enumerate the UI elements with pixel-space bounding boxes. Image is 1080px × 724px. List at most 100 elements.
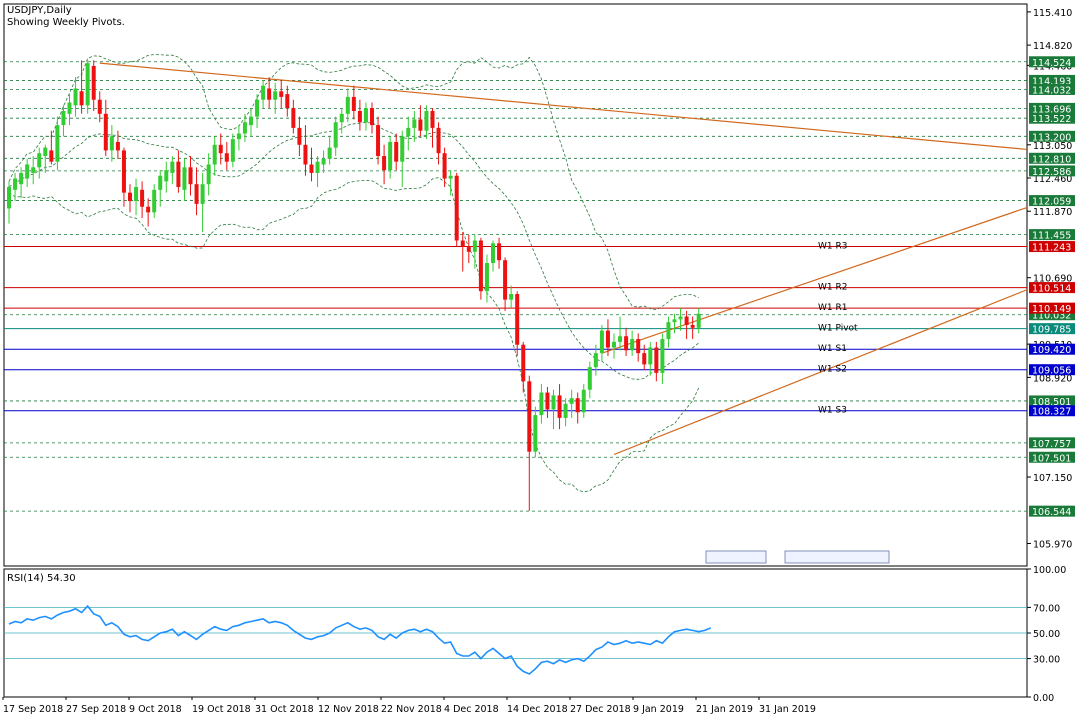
bb-upper — [8, 54, 699, 311]
trend-line-upper — [99, 62, 1028, 151]
price-tag — [1029, 152, 1075, 164]
candle-body — [400, 136, 405, 162]
candle-body — [497, 243, 502, 261]
candle-body — [7, 187, 11, 209]
candle-body — [424, 110, 429, 131]
candle-body — [158, 175, 163, 190]
price-tag — [1029, 229, 1075, 241]
price-tag — [1029, 505, 1075, 517]
candle-body — [206, 164, 211, 185]
candle-body — [97, 99, 102, 114]
candle-body — [176, 161, 181, 188]
x-tick-label: 31 Oct 2018 — [255, 704, 314, 715]
candle-body — [394, 141, 399, 162]
candle-body — [182, 167, 187, 190]
candle-body — [624, 336, 629, 351]
price-tag-label: 108.501 — [1032, 397, 1071, 408]
candle-body — [79, 91, 84, 106]
candle-body — [291, 108, 296, 128]
candle-body — [370, 108, 374, 126]
rsi-tick-label: 30.00 — [1033, 655, 1060, 666]
price-tag — [1029, 323, 1075, 335]
candle-body — [128, 192, 132, 202]
candle-body — [164, 170, 169, 182]
candle-body — [587, 367, 592, 390]
pivot-name: W1 S3 — [818, 406, 847, 416]
candle-body — [551, 395, 556, 410]
candle-body — [593, 353, 598, 368]
candle-body — [618, 336, 623, 342]
price-tick-label: 108.920 — [1033, 373, 1072, 384]
candle-body — [539, 392, 544, 416]
candle-body — [103, 113, 108, 151]
x-tick-label: 19 Oct 2018 — [192, 704, 251, 715]
candle-body — [230, 139, 235, 162]
tool-widgets[interactable] — [705, 550, 890, 564]
candle-body — [569, 398, 574, 404]
x-tick-label: 27 Dec 2018 — [570, 704, 631, 715]
candle-body — [85, 63, 90, 106]
price-tag — [1029, 102, 1075, 114]
candle-body — [563, 403, 568, 418]
bb-middle — [8, 122, 699, 380]
x-tick-label: 9 Jan 2019 — [633, 704, 684, 715]
candle-body — [418, 119, 423, 131]
candle-body — [660, 339, 665, 373]
candle-body — [200, 184, 205, 204]
price-tag-label: 112.586 — [1032, 167, 1071, 178]
candle-body — [654, 347, 659, 373]
rsi-series-line — [8, 604, 712, 675]
candle-body — [684, 316, 689, 325]
candle-body — [545, 392, 550, 410]
candle-body — [170, 161, 175, 173]
candle-body — [109, 136, 114, 151]
pivot-name: W1 R2 — [818, 283, 847, 293]
x-tick-label: 21 Jan 2019 — [696, 704, 753, 715]
price-tag-label: 113.200 — [1032, 132, 1071, 143]
price-tick-label: 110.690 — [1033, 274, 1072, 285]
candle-body — [454, 175, 459, 241]
pivot-name: W1 R3 — [818, 242, 847, 252]
x-tick-label: 12 Nov 2018 — [318, 704, 379, 715]
candle-body — [61, 110, 66, 126]
price-tick-label: 113.050 — [1033, 141, 1072, 152]
channel-lower — [613, 289, 1028, 456]
price-tag-label: 107.501 — [1032, 453, 1071, 464]
candle-body — [376, 125, 381, 157]
candle-body — [382, 156, 387, 171]
rsi-tick-label: 70.00 — [1033, 603, 1060, 614]
price-tag — [1029, 309, 1075, 321]
candle-body — [55, 125, 60, 162]
candle-body — [188, 167, 193, 185]
candle-body — [303, 144, 308, 165]
x-tick-label: 17 Sep 2018 — [3, 704, 63, 715]
candle-body — [285, 94, 290, 109]
candle-body — [309, 164, 314, 173]
price-tag-label: 106.544 — [1032, 507, 1071, 518]
price-tick-label: 111.870 — [1033, 207, 1072, 218]
candle-body — [491, 243, 495, 264]
price-tick-label: 114.820 — [1033, 41, 1072, 52]
price-tag-label: 109.785 — [1032, 325, 1071, 336]
candle-body — [140, 189, 145, 207]
candle-body — [25, 164, 30, 179]
candle-body — [236, 133, 241, 140]
price-tag-label: 113.696 — [1032, 104, 1071, 115]
price-tag — [1029, 437, 1075, 449]
rsi-header: RSI(14) 54.30 — [7, 573, 76, 584]
candle-body — [515, 294, 520, 345]
x-tick-label: 9 Oct 2018 — [129, 704, 182, 715]
candle-body — [255, 99, 260, 117]
x-tick-label: 27 Sep 2018 — [66, 704, 126, 715]
price-tag-label: 112.059 — [1032, 197, 1071, 208]
candle-body — [666, 322, 671, 340]
candle-body — [134, 187, 139, 202]
price-tag — [1029, 364, 1075, 376]
candle-body — [121, 150, 126, 193]
price-tag-label: 111.243 — [1032, 243, 1071, 254]
candle-body — [630, 339, 635, 351]
rsi-tick-label: 0.00 — [1033, 693, 1054, 704]
candle-body — [37, 153, 42, 168]
